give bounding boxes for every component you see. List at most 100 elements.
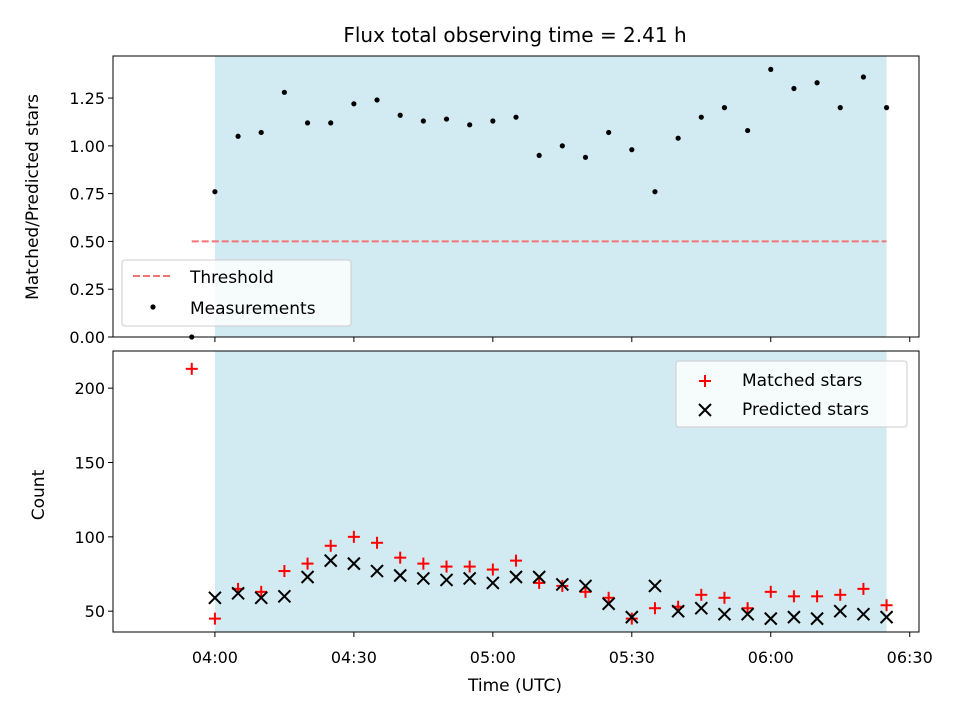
- predicted-stars-legend-swatch: [698, 403, 712, 417]
- predicted-star-stroke-b: [601, 597, 616, 611]
- matched-star-point: [625, 612, 638, 625]
- measurement-point: [536, 152, 542, 159]
- top-axes-frame: [112, 55, 920, 338]
- top-y-ticks: 0.00 0.25 0.50 0.75 1.00 1.25: [69, 89, 113, 347]
- bottom-y-tick-label: 50: [85, 602, 105, 621]
- legend-measurements-label: Measurements: [190, 299, 316, 319]
- matched-star-point: [185, 362, 198, 375]
- measurement-point: [490, 118, 496, 124]
- measurement-point: [328, 120, 334, 126]
- predicted-star-stroke-b: [347, 556, 361, 571]
- matched-star-point: [417, 557, 430, 570]
- predicted-star-point: [416, 571, 431, 586]
- predicted-star-point: [740, 607, 755, 621]
- predicted-star-stroke-b: [764, 611, 778, 626]
- measurement-point: [212, 189, 218, 195]
- predicted-star-point: [648, 579, 662, 593]
- predicted-star-stroke-b: [671, 604, 685, 618]
- predicted-star-stroke-b: [277, 589, 292, 604]
- predicted-star-point: [277, 589, 292, 604]
- measurement-point: [420, 118, 426, 124]
- predicted-star-stroke-b: [300, 570, 315, 584]
- measurement-point: [559, 143, 565, 149]
- matched-star-point: [695, 588, 708, 601]
- measurement-point: [351, 101, 357, 107]
- matched-star-point: [324, 539, 337, 552]
- top-y-tick-label: 1.00: [69, 137, 105, 156]
- bottom-x-tick-label: 04:30: [331, 648, 377, 667]
- predicted-star-stroke-b: [879, 610, 894, 624]
- predicted-star-stroke-b: [532, 570, 546, 584]
- bottom-y-ticks: 50 100 150 200: [74, 379, 113, 621]
- predicted-star-stroke-b: [717, 607, 732, 621]
- measurement-points: [189, 66, 890, 340]
- predicted-star-point: [578, 579, 593, 593]
- chart-title: Flux total observing time = 2.41 h: [343, 23, 686, 47]
- predicted-star-point: [833, 604, 847, 618]
- matched-star-point: [648, 602, 661, 615]
- matched-star-point: [208, 612, 221, 625]
- predicted-star-point: [532, 570, 546, 584]
- measurement-point: [258, 129, 264, 136]
- predicted-star-point: [439, 573, 454, 587]
- measurement-point: [281, 89, 287, 95]
- top-y-tick-label: 0.00: [69, 328, 105, 347]
- legend-predicted-stars-label: Predicted stars: [742, 400, 869, 420]
- legend-matched-stars-label: Matched stars: [742, 371, 862, 391]
- bottom-x-tick-label: 06:30: [887, 648, 933, 667]
- measurement-point: [837, 105, 843, 111]
- predicted-star-stroke-b: [462, 571, 477, 586]
- predicted-star-stroke-b: [833, 604, 847, 618]
- matched-stars-legend-swatch: [699, 375, 711, 387]
- bottom-y-tick-label: 100: [74, 528, 105, 547]
- predicted-star-stroke-b: [625, 610, 639, 624]
- predicted-star-stroke-b: [694, 601, 708, 615]
- measurement-point: [235, 133, 241, 139]
- matched-star-point: [278, 565, 291, 578]
- legend-threshold-label: Threshold: [189, 268, 274, 288]
- measurement-point: [745, 127, 751, 134]
- matched-star-point: [255, 585, 268, 598]
- bottom-y-tick-label: 200: [74, 379, 105, 398]
- predicted-star-point: [810, 611, 824, 626]
- matched-star-point: [579, 585, 592, 598]
- predicted-star-point: [671, 604, 685, 618]
- measurement-point: [768, 66, 774, 72]
- top-x-ticks: [214, 337, 911, 342]
- predicted-star-point: [324, 553, 338, 568]
- bottom-legend: Matched stars Predicted stars: [675, 360, 908, 428]
- matched-star-point: [602, 591, 615, 604]
- predicted-star-stroke-b: [509, 570, 523, 584]
- predicted-star-stroke-b: [810, 611, 824, 626]
- predicted-star-point: [787, 610, 801, 624]
- matched-star-point: [463, 560, 476, 573]
- measurement-point: [629, 147, 635, 153]
- measurement-point: [698, 114, 704, 120]
- measurement-point: [304, 120, 311, 126]
- measurement-point: [582, 154, 589, 160]
- predicted-star-stroke-b: [648, 579, 662, 593]
- top-y-axis-label: Matched/Predicted stars: [23, 94, 43, 300]
- predicted-star-point: [300, 570, 315, 584]
- predicted-star-point: [208, 591, 222, 605]
- top-legend: Threshold Measurements: [121, 259, 352, 327]
- bottom-y-tick-label: 150: [74, 454, 105, 473]
- predicted-star-point: [393, 568, 407, 583]
- bottom-legend-box: [675, 360, 908, 428]
- matched-star-point: [510, 554, 522, 567]
- measurement-point: [883, 105, 890, 111]
- matched-star-point: [394, 551, 407, 564]
- predicted-stars-points: [208, 553, 894, 626]
- top-y-tick-label: 0.75: [69, 185, 105, 204]
- bottom-x-ticks: 04:00 04:30 05:00 05:30 06:00 06:30: [192, 632, 933, 667]
- measurements-legend-swatch: [150, 304, 156, 310]
- predicted-star-stroke-b: [578, 579, 593, 593]
- measurement-point: [860, 74, 867, 80]
- measurement-point: [791, 85, 797, 92]
- x-axis-label: Time (UTC): [467, 676, 562, 696]
- matched-star-point: [301, 557, 314, 570]
- matched-star-point: [880, 599, 893, 612]
- matched-star-point: [486, 563, 499, 576]
- bottom-x-tick-label: 06:00: [748, 648, 794, 667]
